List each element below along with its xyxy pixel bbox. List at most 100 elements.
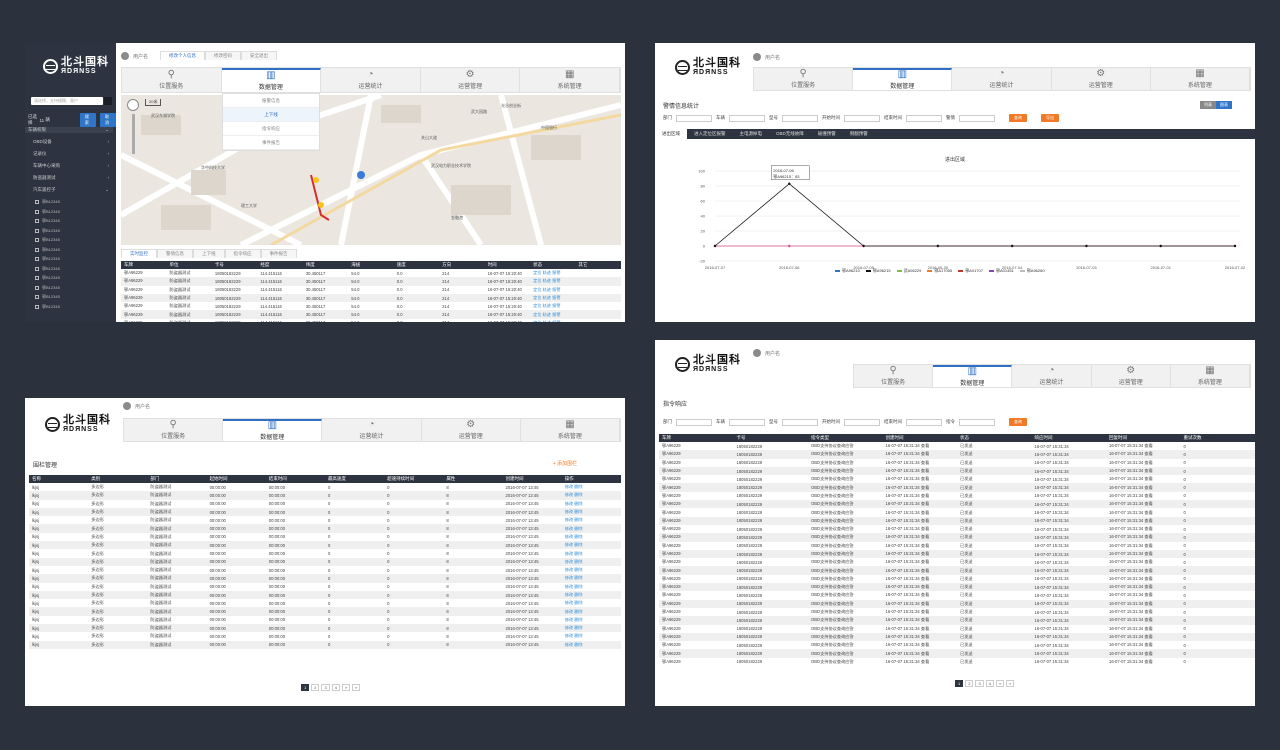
map-zoom-control[interactable] xyxy=(127,99,139,159)
table-cell[interactable]: 定位 轨迹 报警 xyxy=(530,293,576,303)
tab-alarm[interactable]: 警情信息 xyxy=(157,249,193,258)
vehicle-list-item[interactable]: 鄂B12345 xyxy=(35,304,60,310)
chart-tab[interactable]: 碰撞预警 xyxy=(817,131,836,136)
user-menu[interactable]: 用户名 xyxy=(123,402,150,410)
table-row[interactable]: 鄂A96229 18050182229 OBD支持协议查询应答 16-07-07 15… xyxy=(659,591,1255,599)
tab-nav-4[interactable]: ▦ 系统管理 xyxy=(1171,365,1251,387)
table-cell[interactable]: 修改 删除 xyxy=(561,491,621,500)
legend-item[interactable]: 鄂A17055 xyxy=(927,268,952,274)
table-row[interactable]: 鄂A96229 18050182229 OBD支持协议查询应答 16-07-07 15… xyxy=(659,599,1255,608)
query-button[interactable]: 查询 xyxy=(1009,418,1027,426)
checkbox[interactable] xyxy=(35,266,39,271)
table-row[interactable]: lkjsj 多边形 防盗器测试 00:00:00 00:00:00 0 0 8 2016-07-… xyxy=(29,491,621,500)
table-row[interactable]: lkjsj 多边形 防盗器测试 00:00:00 00:00:00 0 0 8 2016-07-… xyxy=(29,590,621,600)
legend-item[interactable]: 武A96229 xyxy=(896,268,921,274)
filter-input[interactable] xyxy=(729,418,765,426)
table-cell[interactable]: 修改 删除 xyxy=(561,590,621,600)
tab-logout[interactable]: 安全退出 xyxy=(241,51,277,60)
table-row[interactable]: 鄂A96229 18050182229 OBD支持协议查询应答 16-07-07 15… xyxy=(659,558,1255,566)
table-cell[interactable]: 修改 删除 xyxy=(564,583,583,589)
table-cell[interactable]: 修改 删除 xyxy=(564,633,583,639)
vehicle-list-item[interactable]: 鄂B12345 xyxy=(35,285,60,291)
cancel-button[interactable]: 取消 xyxy=(99,113,116,127)
page-button[interactable]: » xyxy=(352,684,361,691)
legend-item[interactable]: 鄂A01451 xyxy=(988,268,1014,274)
vehicle-list-item[interactable]: 鄂B12345 xyxy=(35,228,60,234)
tab-nav-3[interactable]: ⚙ 运营管理 xyxy=(421,68,521,92)
table-cell[interactable]: 修改 删除 xyxy=(564,550,583,556)
table-cell[interactable]: 定位 轨迹 报警 xyxy=(530,319,575,322)
filter-input[interactable] xyxy=(676,418,712,426)
chart-tab[interactable]: OBD无线故障 xyxy=(776,131,804,136)
table-row[interactable]: lkjsj 多边形 防盗器测试 00:00:00 00:00:00 0 0 8 2016-07-… xyxy=(29,640,621,649)
table-cell[interactable]: 修改 删除 xyxy=(564,600,583,606)
table-cell[interactable]: 修改 删除 xyxy=(564,567,583,573)
tab-nav-4[interactable]: ▦ 系统管理 xyxy=(1151,68,1251,90)
table-cell[interactable]: 定位 轨迹 报警 xyxy=(533,286,561,292)
tab-nav-3[interactable]: ⚙ 运营管理 xyxy=(1092,365,1171,387)
table-cell[interactable]: 修改 删除 xyxy=(564,500,583,506)
sidebar-item[interactable]: 车辆中心采购 › xyxy=(25,163,113,169)
table-row[interactable]: 鄂A96229 18050182229 OBD支持协议查询应答 16-07-07 15… xyxy=(659,525,1255,533)
table-row[interactable]: 鄂A96229 18050182229 OBD支持协议查询应答 16-07-07 15… xyxy=(659,608,1255,616)
page-button[interactable]: 1 xyxy=(301,684,310,691)
chart-view-button[interactable]: 图表 xyxy=(1216,101,1232,109)
map-view[interactable]: 20米 武汉东湖学院 武汉电力职业技术学院 光谷创业街 武大园路 关山大道 中国… xyxy=(121,95,621,245)
table-cell[interactable]: 修改 删除 xyxy=(561,574,621,583)
legend-item[interactable]: 鄂A96215 xyxy=(865,268,891,274)
tab-command[interactable]: 指令响应 xyxy=(224,249,261,258)
table-row[interactable]: lkjsj 多边形 防盗器测试 00:00:00 00:00:00 0 0 8 2016-07-… xyxy=(29,616,621,624)
table-row[interactable]: 鄂A96229 18050182229 OBD支持协议查询应答 16-07-07 15… xyxy=(659,542,1255,550)
sidebar-item[interactable]: 汽车遥控子 ⌄ xyxy=(25,187,113,193)
vehicle-search-input[interactable]: 请选择，支持模糊、客户 xyxy=(31,97,103,105)
tab-change-password[interactable]: 修改密码 xyxy=(205,51,241,60)
sidebar-group[interactable]: 车辆权限 ⌄ xyxy=(25,127,113,133)
tab-nav-2[interactable]: ◔ 运营统计 xyxy=(1012,365,1092,387)
tab-nav-0[interactable]: ⚲ 位置服务 xyxy=(854,365,934,387)
tab-nav-3[interactable]: ⚙ 运营管理 xyxy=(422,419,521,441)
table-row[interactable]: 鄂A96229 18050182229 OBD支持协议查询应答 16-07-07 15… xyxy=(659,641,1255,649)
checkbox[interactable] xyxy=(35,285,39,290)
tab-edit-profile[interactable]: 修改个人信息 xyxy=(160,51,205,60)
table-cell[interactable]: 修改 删除 xyxy=(561,624,621,633)
tab-nav-2[interactable]: ◔ 运营统计 xyxy=(952,68,1052,90)
table-cell[interactable]: 修改 删除 xyxy=(561,524,621,533)
tab-nav-2[interactable]: ◔ 运营统计 xyxy=(321,68,421,92)
query-button[interactable]: 查询 xyxy=(1009,114,1027,122)
export-button[interactable]: 导出 xyxy=(1041,114,1059,122)
table-row[interactable]: lkjsj 多边形 防盗器测试 00:00:00 00:00:00 0 0 8 2016-07-… xyxy=(29,574,621,583)
page-button[interactable]: 2 xyxy=(311,684,320,691)
tab-nav-0[interactable]: ⚲ 位置服务 xyxy=(754,68,854,90)
table-row[interactable]: 鄂A96229 18050182229 OBD支持协议查询应答 16-07-07 15… xyxy=(659,442,1255,450)
table-row[interactable]: lkjsj 多边形 防盗器测试 00:00:00 00:00:00 0 0 8 2016-07-… xyxy=(29,533,621,541)
table-row[interactable]: 鄂A96229 18050182229 OBD支持协议查询应答 16-07-07 15… xyxy=(659,459,1255,467)
table-row[interactable]: 鄂A96229 18050182229 OBD支持协议查询应答 16-07-07 15… xyxy=(659,492,1255,500)
table-row[interactable]: lkjsj 多边形 防盗器测试 00:00:00 00:00:00 0 0 8 2016-07-… xyxy=(29,483,621,491)
table-cell[interactable]: 定位 轨迹 报警 xyxy=(533,270,561,276)
table-cell[interactable]: 修改 删除 xyxy=(561,607,621,616)
page-button[interactable]: » xyxy=(1006,680,1015,687)
table-row[interactable]: 鄂A96229 18050182229 OBD支持协议查询应答 16-07-07 15… xyxy=(659,475,1255,483)
checkbox[interactable] xyxy=(35,219,39,223)
add-fence-button[interactable]: + 添加围栏 xyxy=(552,461,577,467)
table-cell[interactable]: 修改 删除 xyxy=(561,507,621,517)
table-row[interactable]: 鄂A96229 18050182229 OBD支持协议查询应答 16-07-07 15… xyxy=(659,450,1255,459)
table-row[interactable]: 鄂A96229 18050182229 OBD支持协议查询应答 16-07-07 15… xyxy=(659,483,1255,492)
vehicle-list-item[interactable]: 鄂B12345 xyxy=(35,237,60,243)
table-cell[interactable]: 修改 删除 xyxy=(561,640,621,649)
table-cell[interactable]: 修改 删除 xyxy=(561,557,621,566)
pan-icon[interactable] xyxy=(127,99,139,111)
tab-realtime[interactable]: 实时监控 xyxy=(121,249,157,258)
table-row[interactable]: lkjsj 多边形 防盗器测试 00:00:00 00:00:00 0 0 8 2016-07-… xyxy=(29,566,621,574)
vehicle-list-item[interactable]: 鄂B12345 xyxy=(35,256,60,262)
table-cell[interactable]: 定位 轨迹 报警 xyxy=(533,303,561,309)
filter-input[interactable] xyxy=(844,114,880,122)
tab-nav-0[interactable]: ⚲ 位置服务 xyxy=(122,68,222,92)
table-cell[interactable]: 修改 删除 xyxy=(564,616,583,622)
checkbox[interactable] xyxy=(35,276,39,280)
vehicle-list-item[interactable]: 鄂B12345 xyxy=(35,294,60,300)
